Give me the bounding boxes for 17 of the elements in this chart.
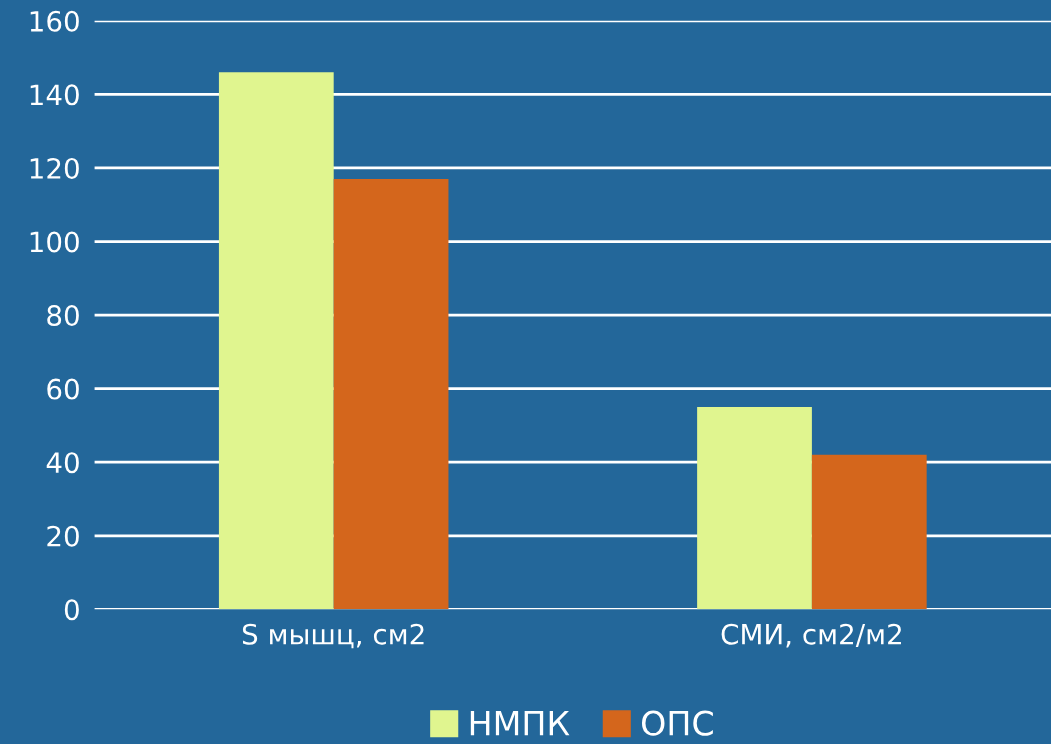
bar <box>218 72 334 610</box>
x-tick-label: СМИ, см2/м2 <box>721 623 901 648</box>
y-tick-label: 40 <box>46 452 79 474</box>
y-tick-label: 120 <box>30 157 79 179</box>
bar <box>333 178 449 610</box>
x-tick-label: S мышц, см2 <box>242 623 424 649</box>
y-tick-label: 0 <box>64 599 79 621</box>
y-tick-label: 20 <box>47 525 79 547</box>
bar <box>811 454 927 610</box>
y-tick-label: 140 <box>30 84 79 106</box>
bar <box>697 407 812 610</box>
y-tick-label: 100 <box>30 231 79 253</box>
y-tick-label: 160 <box>30 10 79 32</box>
y-tick-label: 80 <box>47 305 79 327</box>
legend-label: НМПК <box>470 710 570 736</box>
y-tick-label: 60 <box>47 378 79 400</box>
legend-label: ОПС <box>641 710 713 736</box>
